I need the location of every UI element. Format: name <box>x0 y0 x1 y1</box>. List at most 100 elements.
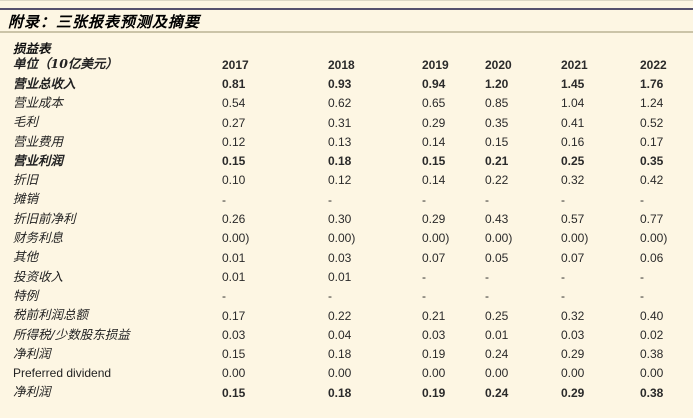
cell-value: 0.00 <box>328 366 352 381</box>
cell-value: 0.93 <box>328 76 352 91</box>
cell-value: 0.65 <box>422 96 446 111</box>
cell-value: 0.27 <box>222 115 246 130</box>
cell-value: 0.02 <box>640 327 664 342</box>
table-row: 投资收入 0.01 0.01 - - - - <box>0 267 693 286</box>
cell-value: 0.07 <box>561 250 585 265</box>
row-label: 所得税/少数股东损益 <box>13 326 130 342</box>
cell-value: 0.12 <box>222 134 246 149</box>
row-label: 营业总收入 <box>13 75 76 91</box>
section-title: 损益表 <box>13 41 51 56</box>
cell-value: 0.32 <box>561 308 585 323</box>
cell-value: 0.42 <box>640 173 664 188</box>
row-label: 财务利息 <box>13 230 64 246</box>
cell-value: 0.25 <box>485 308 509 323</box>
cell-value: 0.18 <box>328 154 352 169</box>
cell-value: 0.18 <box>328 385 352 400</box>
cell-value: 0.52 <box>640 115 664 130</box>
cell-value: 1.24 <box>640 96 664 111</box>
year-column-header: 2019 <box>422 57 449 72</box>
table-row: 折旧 0.10 0.12 0.14 0.22 0.32 0.42 <box>0 171 693 190</box>
cell-value: 0.01 <box>328 269 352 284</box>
cell-value: 0.00 <box>640 366 664 381</box>
cell-value: 0.24 <box>485 347 509 362</box>
top-hairline <box>0 0 693 1</box>
cell-value: 0.22 <box>485 173 509 188</box>
cell-value: 0.03 <box>222 327 246 342</box>
table-row: 毛利 0.27 0.31 0.29 0.35 0.41 0.52 <box>0 113 693 132</box>
row-label: Preferred dividend <box>13 366 112 381</box>
row-label: 毛利 <box>13 114 39 130</box>
row-label: 其他 <box>13 249 39 265</box>
cell-value: 0.21 <box>422 308 446 323</box>
page-title: 附录：三张报表预测及摘要 <box>8 13 201 31</box>
row-label: 净利润 <box>13 384 51 400</box>
cell-value: - <box>422 289 426 304</box>
cell-value: 0.05 <box>485 250 509 265</box>
cell-value: 0.19 <box>422 385 446 400</box>
cell-value: 0.14 <box>422 173 446 188</box>
row-label: 税前利润总额 <box>13 307 89 323</box>
table-row: 营业利润 0.15 0.18 0.15 0.21 0.25 0.35 <box>0 151 693 170</box>
cell-value: 0.31 <box>328 115 352 130</box>
cell-value: 0.35 <box>640 154 664 169</box>
cell-value: 0.01 <box>485 327 509 342</box>
cell-value: 0.43 <box>485 212 509 227</box>
year-header-row: 单位（10亿美元） 2017 2018 2019 2020 2021 2022 <box>0 55 693 74</box>
cell-value: 0.32 <box>561 173 585 188</box>
table-row: 营业费用 0.12 0.13 0.14 0.15 0.16 0.17 <box>0 132 693 151</box>
row-label: 投资收入 <box>13 268 64 284</box>
cell-value: 0.77 <box>640 212 664 227</box>
cell-value: 0.10 <box>222 173 246 188</box>
cell-value: 0.94 <box>422 76 446 91</box>
cell-value: (0.00) <box>640 231 668 246</box>
unit-label: 单位（10亿美元） <box>13 56 118 72</box>
cell-value: 0.26 <box>222 212 246 227</box>
cell-value: (0.00) <box>422 231 450 246</box>
cell-value: 1.20 <box>485 76 509 91</box>
table-row: 折旧前净利 0.26 0.30 0.29 0.43 0.57 0.77 <box>0 209 693 228</box>
cell-value: 0.54 <box>222 96 246 111</box>
row-label: 营业费用 <box>13 133 64 149</box>
cell-value: 0.29 <box>561 385 585 400</box>
cell-value: 0.01 <box>222 250 246 265</box>
table-row: 营业成本 0.54 0.62 0.65 0.85 1.04 1.24 <box>0 94 693 113</box>
cell-value: 0.62 <box>328 96 352 111</box>
cell-value: 0.13 <box>328 134 352 149</box>
cell-value: 0.38 <box>640 347 664 362</box>
row-label: 特例 <box>13 287 39 303</box>
row-label: 营业利润 <box>13 152 64 168</box>
table-body: 营业总收入 0.81 0.93 0.94 1.20 1.45 1.76 营业成本 0.54 0.6… <box>0 74 693 402</box>
cell-value: - <box>640 192 644 207</box>
row-label: 净利润 <box>13 345 51 361</box>
cell-value: - <box>328 289 332 304</box>
cell-value: 0.18 <box>328 347 352 362</box>
cell-value: 0.30 <box>328 212 352 227</box>
cell-value: 0.24 <box>485 385 509 400</box>
table-row: 净利润 0.15 0.18 0.19 0.24 0.29 0.38 <box>0 383 693 402</box>
cell-value: 0.29 <box>422 212 446 227</box>
cell-value: 0.12 <box>328 173 352 188</box>
row-label: 折旧前净利 <box>13 210 76 226</box>
table-row: 营业总收入 0.81 0.93 0.94 1.20 1.45 1.76 <box>0 74 693 93</box>
cell-value: (0.00) <box>222 231 250 246</box>
cell-value: 0.00 <box>485 366 509 381</box>
year-column-header: 2018 <box>328 57 355 72</box>
cell-value: 0.03 <box>422 327 446 342</box>
table-row: 税前利润总额 0.17 0.22 0.21 0.25 0.32 0.40 <box>0 306 693 325</box>
row-label: 摊销 <box>13 191 39 207</box>
cell-value: 0.00 <box>222 366 246 381</box>
cell-value: - <box>222 192 226 207</box>
cell-value: 0.22 <box>328 308 352 323</box>
cell-value: 0.57 <box>561 212 585 227</box>
table-row: 特例 - - - - - - <box>0 287 693 306</box>
year-column-header: 2017 <box>222 57 249 72</box>
table-row: 摊销 - - - - - - <box>0 190 693 209</box>
cell-value: 0.15 <box>422 154 446 169</box>
cell-value: 1.76 <box>640 76 664 91</box>
cell-value: 0.25 <box>561 154 585 169</box>
cell-value: 0.00 <box>561 366 585 381</box>
cell-value: - <box>640 289 644 304</box>
cell-value: 0.41 <box>561 115 585 130</box>
cell-value: 0.17 <box>222 308 246 323</box>
